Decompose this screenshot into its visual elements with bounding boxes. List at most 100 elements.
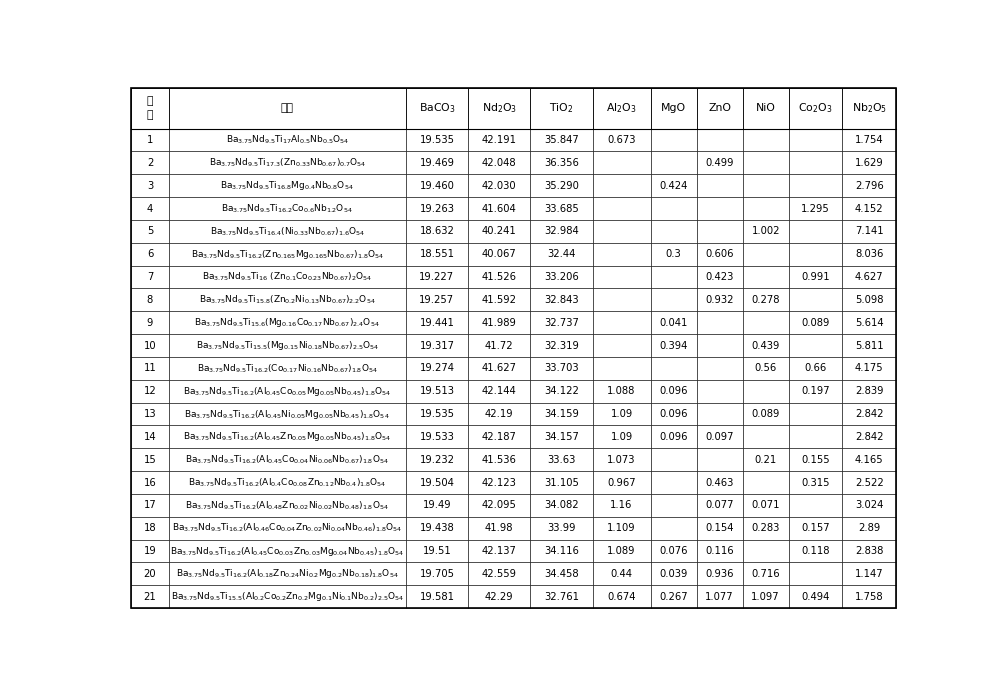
Text: 32.737: 32.737: [544, 318, 579, 327]
Bar: [593, 402, 651, 425]
Bar: [697, 357, 743, 380]
Bar: [651, 562, 697, 585]
Bar: [406, 471, 468, 494]
Text: 0.076: 0.076: [659, 546, 688, 556]
Text: 1.09: 1.09: [610, 409, 633, 419]
Text: 2.842: 2.842: [855, 432, 884, 442]
Text: 5: 5: [147, 226, 153, 237]
Text: 19.581: 19.581: [419, 592, 454, 602]
Text: 32.319: 32.319: [544, 341, 579, 350]
Text: 42.048: 42.048: [482, 158, 516, 168]
Text: 5.614: 5.614: [855, 318, 884, 327]
Text: 0.716: 0.716: [751, 569, 780, 579]
Text: 0.041: 0.041: [659, 318, 688, 327]
Bar: [789, 357, 842, 380]
Bar: [789, 88, 842, 129]
Bar: [697, 288, 743, 311]
Text: 0.155: 0.155: [801, 455, 830, 464]
Text: 0.039: 0.039: [659, 569, 688, 579]
Text: 19.469: 19.469: [419, 158, 454, 168]
Bar: [842, 562, 896, 585]
Text: Ba$_{3.75}$Nd$_{9.5}$Ti$_{16.2}$(Al$_{0.45}$Co$_{0.03}$Zn$_{0.03}$Mg$_{0.04}$Nb$: Ba$_{3.75}$Nd$_{9.5}$Ti$_{16.2}$(Al$_{0.…: [170, 544, 404, 557]
Text: 0.494: 0.494: [801, 592, 830, 602]
Bar: [743, 539, 789, 562]
Bar: [697, 380, 743, 402]
Bar: [743, 197, 789, 220]
Bar: [468, 562, 530, 585]
Bar: [406, 243, 468, 266]
Bar: [697, 220, 743, 243]
Text: 42.144: 42.144: [482, 386, 517, 396]
Text: 34.458: 34.458: [544, 569, 579, 579]
Text: 31.105: 31.105: [544, 477, 579, 488]
Bar: [697, 562, 743, 585]
Text: 0.56: 0.56: [755, 363, 777, 374]
Text: 号: 号: [147, 110, 153, 120]
Text: 42.29: 42.29: [485, 592, 513, 602]
Text: 19.274: 19.274: [419, 363, 454, 374]
Text: 33.703: 33.703: [544, 363, 579, 374]
Text: 41.604: 41.604: [482, 204, 517, 213]
Bar: [697, 585, 743, 608]
Text: 7: 7: [147, 272, 153, 282]
Bar: [406, 494, 468, 517]
Bar: [842, 494, 896, 517]
Bar: [842, 288, 896, 311]
Text: 1.09: 1.09: [610, 432, 633, 442]
Bar: [593, 425, 651, 449]
Bar: [468, 243, 530, 266]
Text: 12: 12: [144, 386, 156, 396]
Text: Ba$_{3.75}$Nd$_{9.5}$Ti$_{15.6}$(Mg$_{0.16}$Co$_{0.17}$Nb$_{0.67}$)$_{2.4}$O$_{5: Ba$_{3.75}$Nd$_{9.5}$Ti$_{15.6}$(Mg$_{0.…: [194, 316, 380, 329]
Bar: [169, 494, 406, 517]
Text: 0.116: 0.116: [705, 546, 734, 556]
Text: 1.629: 1.629: [855, 158, 884, 168]
Text: 0.278: 0.278: [751, 295, 780, 305]
Bar: [651, 288, 697, 311]
Bar: [131, 151, 169, 174]
Text: 0.096: 0.096: [659, 409, 688, 419]
Bar: [651, 425, 697, 449]
Text: 0.089: 0.089: [801, 318, 830, 327]
Bar: [842, 585, 896, 608]
Text: Ba$_{3.75}$Nd$_{9.5}$Ti$_{16.2}$(Al$_{0.48}$Zn$_{0.02}$Ni$_{0.02}$Nb$_{0.48}$)$_: Ba$_{3.75}$Nd$_{9.5}$Ti$_{16.2}$(Al$_{0.…: [185, 499, 389, 512]
Text: Ba$_{3.75}$Nd$_{9.5}$Ti$_{15.5}$(Al$_{0.2}$Co$_{0.2}$Zn$_{0.2}$Mg$_{0.1}$Ni$_{0.: Ba$_{3.75}$Nd$_{9.5}$Ti$_{15.5}$(Al$_{0.…: [171, 590, 404, 603]
Text: 1.002: 1.002: [751, 226, 780, 237]
Bar: [131, 449, 169, 471]
Bar: [169, 151, 406, 174]
Text: 42.187: 42.187: [482, 432, 517, 442]
Bar: [131, 585, 169, 608]
Text: Ba$_{3.75}$Nd$_{9.5}$Ti$_{15.5}$(Mg$_{0.15}$Ni$_{0.18}$Nb$_{0.67}$)$_{2.5}$O$_{5: Ba$_{3.75}$Nd$_{9.5}$Ti$_{15.5}$(Mg$_{0.…: [196, 339, 379, 352]
Bar: [530, 402, 593, 425]
Bar: [651, 88, 697, 129]
Bar: [530, 585, 593, 608]
Bar: [651, 220, 697, 243]
Bar: [468, 425, 530, 449]
Bar: [468, 449, 530, 471]
Bar: [131, 129, 169, 151]
Text: 34.122: 34.122: [544, 386, 579, 396]
Bar: [743, 151, 789, 174]
Text: 0.096: 0.096: [659, 432, 688, 442]
Text: 42.030: 42.030: [482, 181, 516, 191]
Bar: [651, 174, 697, 197]
Bar: [530, 174, 593, 197]
Bar: [169, 562, 406, 585]
Bar: [406, 585, 468, 608]
Bar: [593, 197, 651, 220]
Text: 36.356: 36.356: [544, 158, 579, 168]
Bar: [697, 88, 743, 129]
Bar: [743, 334, 789, 357]
Bar: [169, 585, 406, 608]
Bar: [697, 471, 743, 494]
Text: 6: 6: [147, 249, 153, 259]
Text: 1.097: 1.097: [751, 592, 780, 602]
Bar: [842, 266, 896, 288]
Text: 0.267: 0.267: [659, 592, 688, 602]
Text: Ba$_{3.75}$Nd$_{9.5}$Ti$_{16.2}$(Al$_{0.46}$Co$_{0.04}$Zn$_{0.02}$Ni$_{0.04}$Nb$: Ba$_{3.75}$Nd$_{9.5}$Ti$_{16.2}$(Al$_{0.…: [172, 522, 402, 535]
Text: Ba$_{3.75}$Nd$_{9.5}$Ti$_{16.2}$(Zn$_{0.165}$Mg$_{0.165}$Nb$_{0.67}$)$_{1.8}$O$_: Ba$_{3.75}$Nd$_{9.5}$Ti$_{16.2}$(Zn$_{0.…: [191, 248, 384, 261]
Text: 34.159: 34.159: [544, 409, 579, 419]
Text: 19: 19: [144, 546, 156, 556]
Bar: [789, 151, 842, 174]
Bar: [131, 357, 169, 380]
Text: 0.077: 0.077: [705, 500, 734, 510]
